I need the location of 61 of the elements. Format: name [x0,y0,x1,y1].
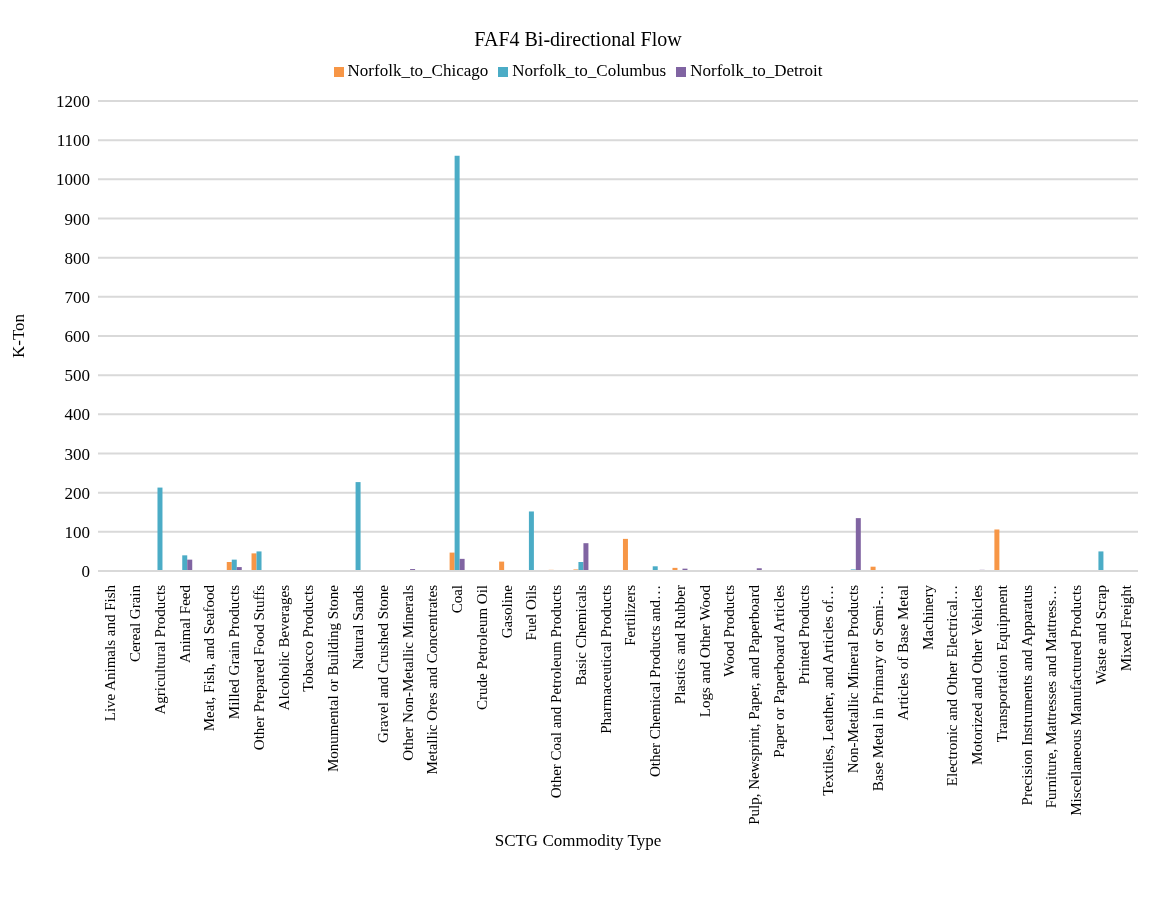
y-tick-label: 300 [64,444,90,464]
y-tick-label: 900 [64,209,90,229]
y-tick-label: 100 [64,522,90,542]
y-axis-title: K-Ton [9,313,29,359]
y-tick-label: 0 [81,562,90,582]
x-tick-label: Plastics and Rubber [671,585,688,705]
x-tick-label: Animal Feed [176,584,193,663]
x-tick-label: Basic Chemicals [572,584,589,686]
legend-label: Norfolk_to_Columbus [512,61,667,80]
x-tick-label: Miscellaneous Manufactured Products [1068,584,1085,816]
y-tick-label: 600 [64,327,90,347]
x-tick-label: Articles of Base Metal [894,585,911,721]
x-tick-label: Tobacco Products [300,584,317,692]
y-tick-label: 700 [64,287,90,307]
x-tick-label: Other Non-Metallic Minerals [399,584,416,761]
legend-label: Norfolk_to_Chicago [347,61,489,80]
x-tick-label: Base Metal in Primary or Semi-… [870,585,886,792]
x-tick-label: Waste and Scrap [1092,585,1109,685]
y-tick-label: 1000 [56,170,90,190]
x-tick-label: Pulp, Newsprint, Paper, and Paperboard [746,584,763,825]
y-tick-label: 500 [64,366,90,386]
y-tick-label: 800 [64,248,90,268]
x-tick-label: Metallic Ores and Concentrates [424,584,441,775]
x-tick-label: Pharmaceutical Products [597,584,614,734]
x-tick-label: Live Animals and Fish [102,584,119,722]
x-tick-label: Meat, Fish, and Seafood [201,584,218,732]
x-tick-label: Logs and Other Wood [696,584,713,718]
x-tick-label: Other Chemical Products and… [647,585,664,778]
x-tick-label: Machinery [919,584,936,650]
x-tick-label: Coal [449,585,466,614]
legend-label: Norfolk_to_Detroit [690,61,823,80]
x-tick-label: Other Prepared Food Stuffs [250,584,267,751]
x-tick-label: Alcoholic Beverages [275,584,292,711]
x-tick-label: Agricultural Products [151,584,168,715]
x-tick-label: Non-Metallic Mineral Products [845,584,862,774]
chart-title: FAF4 Bi-directional Flow [473,27,683,51]
x-tick-label: Natural Sands [350,584,366,670]
x-tick-label: Printed Products [795,584,812,685]
x-axis-title: SCTG Commodity Type [493,831,663,851]
x-tick-label: Fertilizers [622,584,639,646]
x-tick-label: Gasoline [498,584,515,639]
x-tick-label: Paper or Paperboard Articles [770,584,787,758]
y-tick-label: 400 [64,405,90,425]
y-tick-label: 1200 [56,92,90,112]
y-tick-label: 1100 [56,131,90,151]
x-tick-label: Mixed Freight [1117,584,1134,672]
x-tick-label: Electronic and Other Electrical… [944,585,961,787]
x-tick-label: Transportation Equipment [993,584,1010,743]
x-tick-label: Gravel and Crushed Stone [374,584,391,743]
x-tick-label: Crude Petroleum Oil [473,585,490,710]
x-tick-label: Motorized and Other Vehicles [969,584,986,766]
x-tick-label: Wood Products [721,584,738,677]
x-tick-label: Precision Instruments and Apparatus [1018,584,1035,806]
x-tick-label: Other Coal and Petroleum Products [548,584,565,799]
x-tick-label: Furniture, Mattresses and Mattress… [1043,585,1060,809]
x-tick-label: Fuel Oils [523,584,540,641]
x-tick-label: Textiles, Leather, and Articles of… [820,585,837,796]
x-tick-label: Monumental or Building Stone [325,584,342,773]
x-tick-label: Cereal Grain [127,584,144,663]
x-tick-label: Milled Grain Products [226,584,243,720]
y-tick-label: 200 [64,483,90,503]
